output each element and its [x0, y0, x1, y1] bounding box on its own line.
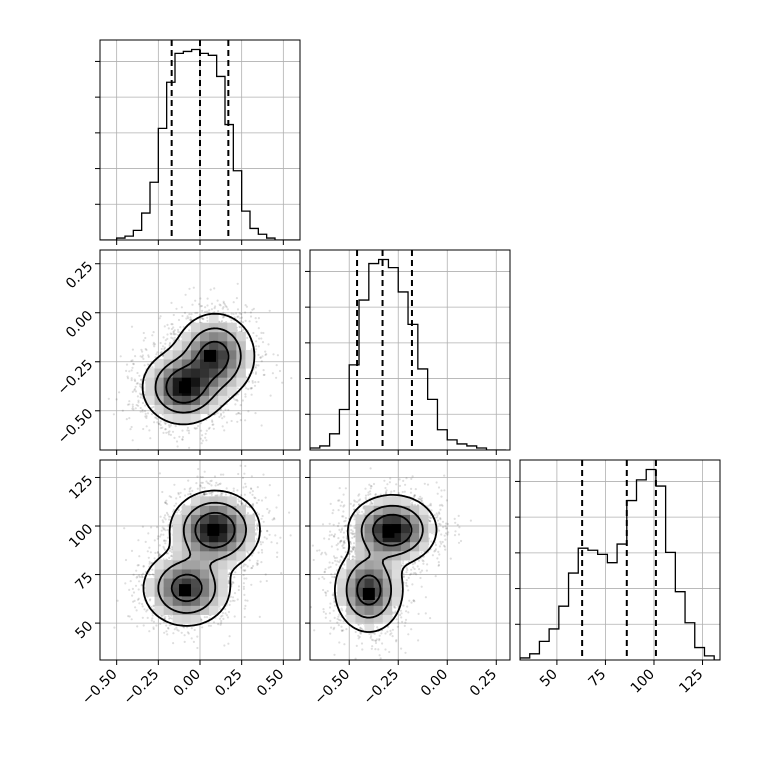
y-tick-label: 0.25 — [63, 259, 96, 292]
hist-panel-2: 50 75 100 125 — [515, 459, 721, 697]
contour-level-0 — [141, 312, 256, 426]
x-tick-label: 50 — [537, 666, 561, 690]
y-tick-label: 0.00 — [63, 308, 96, 341]
x-tick-label: 0.00 — [418, 666, 451, 699]
density-peak-0 — [362, 587, 375, 600]
contour-level-1 — [345, 504, 424, 619]
pair-content-0 — [107, 282, 293, 450]
hist-panel-1 — [305, 249, 511, 455]
x-tick-label: 100 — [628, 666, 658, 696]
y-tick-label: 125 — [66, 473, 96, 503]
pair-panel-0-2: −0.50 −0.25 0.00 0.25 0.50 50 75 100 125 — [66, 459, 301, 708]
density-cells — [145, 496, 255, 625]
x-tick-label: 0.25 — [467, 666, 500, 699]
pair-panel-1-2: −0.50 −0.25 0.00 0.25 — [305, 459, 511, 708]
density-peak-1 — [382, 525, 395, 538]
x-tick-label: 125 — [676, 666, 706, 696]
hist-frame-0 — [99, 39, 301, 241]
pair-frame-2 — [309, 459, 511, 661]
x-tick-label: 0.25 — [212, 666, 245, 699]
density-peak-1 — [204, 349, 216, 362]
x-tick-label: −0.25 — [361, 666, 403, 708]
y-tick-label: 75 — [72, 570, 96, 594]
hist-grid-2 — [556, 460, 703, 660]
histogram-series-2 — [520, 468, 720, 660]
y-tick-label: 100 — [66, 521, 96, 551]
pair-content-2 — [310, 467, 472, 660]
pair-frame-0 — [99, 249, 301, 451]
contour-level-2 — [170, 511, 236, 603]
density-peak-0 — [179, 584, 191, 597]
y-tick-label: 50 — [72, 618, 96, 642]
density-peak-0 — [179, 381, 191, 394]
contour-level-2 — [165, 340, 230, 404]
hist-frame-1 — [309, 249, 511, 451]
contour-level-0 — [334, 494, 438, 633]
density-cells — [337, 496, 438, 634]
x-tick-label: −0.50 — [79, 666, 121, 708]
pair-panel-0-1: −0.50 −0.25 0.00 0.25 — [55, 249, 301, 455]
hist-frame-2 — [519, 459, 721, 661]
x-tick-label: 75 — [586, 666, 610, 690]
pair-content-1 — [113, 464, 292, 650]
x-tick-label: 0.00 — [171, 666, 204, 699]
contour-level-1 — [154, 327, 242, 414]
y-tick-label: −0.50 — [55, 406, 97, 448]
hist-grid-1 — [348, 250, 497, 450]
contour-level-0 — [142, 489, 261, 627]
histogram-series-0 — [100, 48, 300, 240]
contour-level-1 — [157, 501, 247, 614]
x-tick-label: −0.50 — [312, 666, 354, 708]
x-tick-label: −0.25 — [121, 666, 163, 708]
histogram-series-1 — [310, 258, 507, 450]
x-tick-label: 0.50 — [254, 666, 287, 699]
pair-frame-1 — [99, 459, 301, 661]
hist-panel-0 — [95, 39, 301, 245]
density-cells — [145, 313, 255, 424]
y-tick-label: −0.25 — [55, 357, 97, 399]
contour-level-2 — [356, 513, 413, 606]
density-peak-1 — [207, 523, 220, 536]
